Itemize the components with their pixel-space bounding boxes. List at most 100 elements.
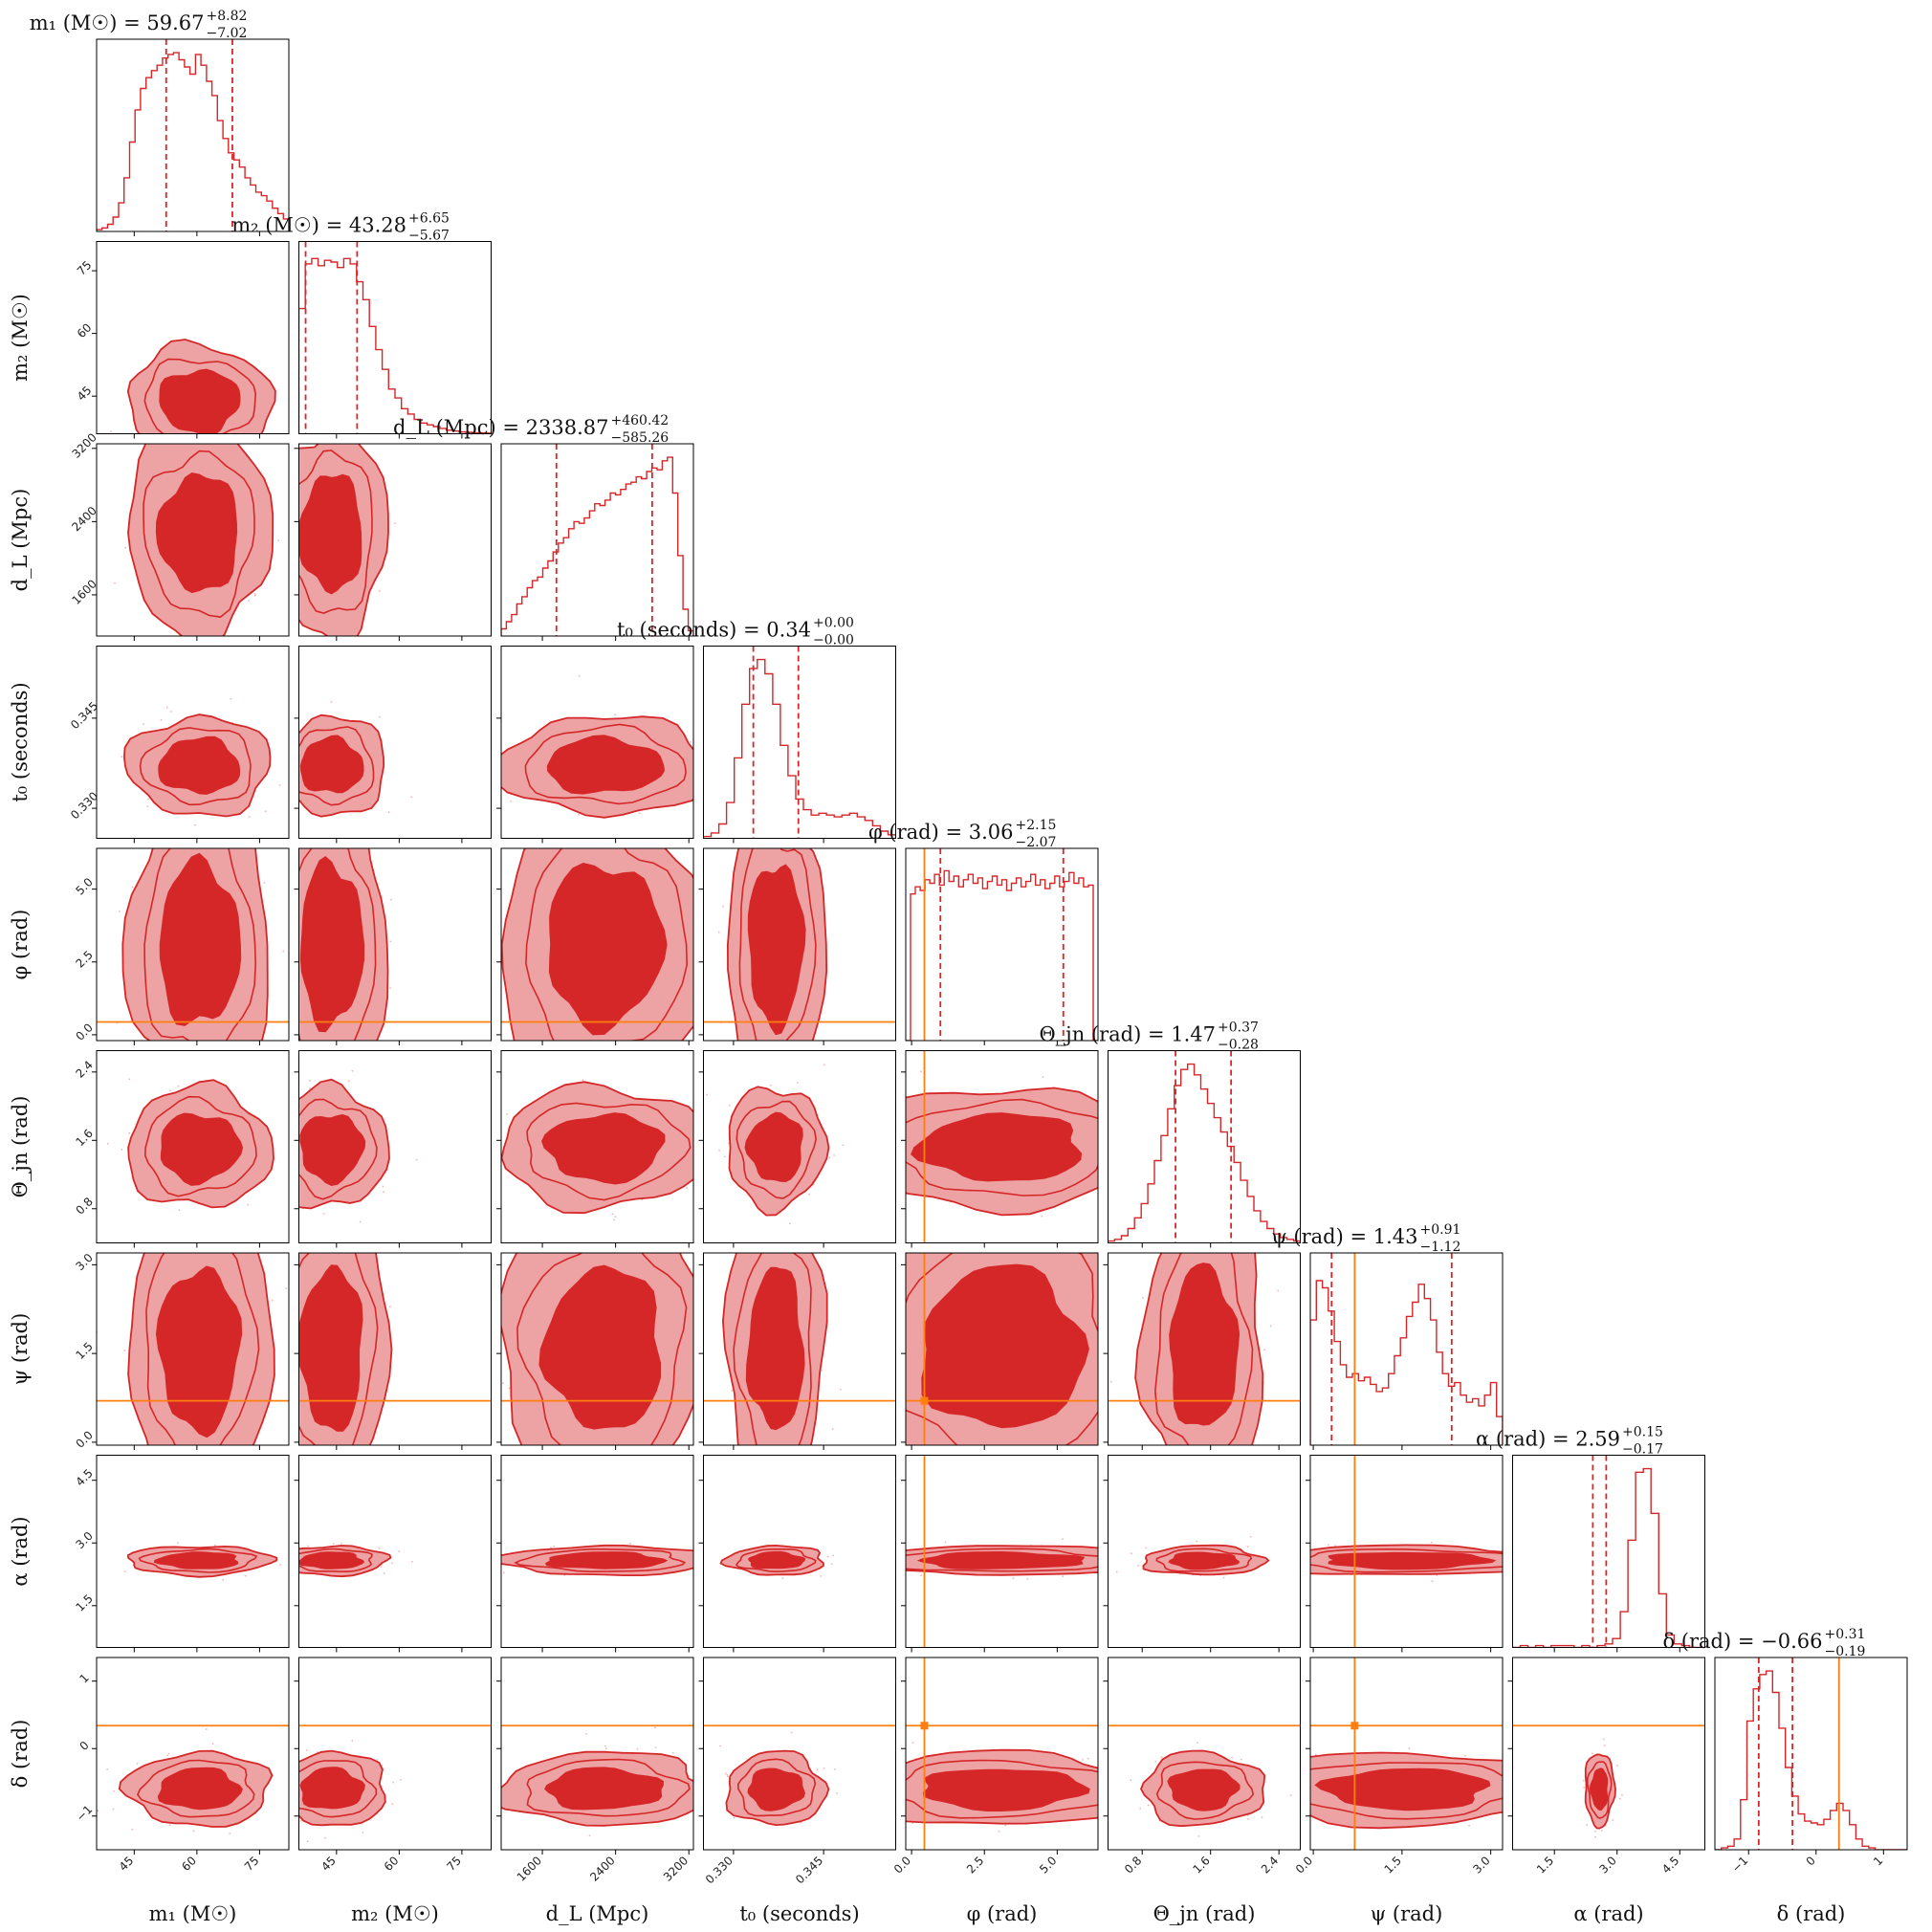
- sample-point: [367, 648, 369, 649]
- contour-inner: [747, 1550, 806, 1570]
- panel-psi-vs-t0: [698, 1232, 896, 1484]
- sample-point: [1616, 1765, 1618, 1767]
- contour-inner: [155, 472, 238, 594]
- sample-point: [764, 1081, 766, 1083]
- x-tick-label: 0.330: [703, 1854, 735, 1886]
- sample-point: [731, 1390, 734, 1392]
- sample-point: [549, 1547, 552, 1548]
- sample-point: [110, 430, 113, 433]
- sample-point: [1328, 1544, 1329, 1546]
- sample-point: [165, 706, 168, 709]
- sample-point: [765, 1248, 767, 1250]
- sample-point: [857, 1278, 859, 1280]
- sample-point: [347, 1080, 350, 1083]
- sample-point: [712, 1555, 714, 1557]
- contour-inner: [541, 1112, 666, 1185]
- sample-point: [390, 898, 392, 901]
- contour-inner: [158, 735, 241, 795]
- sample-point: [278, 784, 281, 786]
- hist-m1: m₁ (M☉) = 59.67 +8.82 −7.02: [30, 9, 290, 236]
- sample-point: [900, 1795, 902, 1797]
- y-tick-label: 4.5: [73, 1466, 95, 1488]
- sample-point: [143, 723, 145, 726]
- x-tick-label: 75: [444, 1854, 464, 1874]
- sample-point: [796, 1470, 798, 1472]
- sample-point: [839, 1389, 842, 1391]
- sample-point: [331, 1055, 333, 1057]
- sample-point: [782, 1451, 784, 1453]
- sample-point: [355, 651, 357, 653]
- sample-point: [771, 832, 773, 834]
- sample-point: [222, 1578, 225, 1581]
- y-tick-label: 0: [77, 1739, 92, 1753]
- panel-delta-vs-theta_jn: 0.8 1.6 2.4: [1103, 1657, 1301, 1877]
- sample-point: [733, 1752, 735, 1754]
- sample-point: [1193, 1245, 1195, 1247]
- sample-point: [1010, 1232, 1012, 1234]
- sample-point: [1600, 1829, 1603, 1832]
- sample-point: [1594, 1835, 1596, 1838]
- sample-point: [265, 1747, 267, 1749]
- sample-point: [391, 1803, 394, 1806]
- contour-middle: [735, 1548, 817, 1573]
- sample-point: [392, 1781, 394, 1784]
- panel-theta_jn-vs-m2: [294, 1050, 492, 1248]
- sample-point: [347, 1249, 349, 1251]
- sample-point: [1130, 1779, 1132, 1782]
- sample-point: [1045, 1457, 1047, 1459]
- x-axis-label: t₀ (seconds): [739, 1902, 859, 1925]
- histogram-steps: [1108, 1063, 1301, 1243]
- sample-point: [165, 1460, 166, 1461]
- contour-middle: [516, 1253, 688, 1445]
- x-axis-label: δ (rad): [1777, 1902, 1846, 1925]
- sample-point: [525, 1245, 527, 1247]
- sample-point: [488, 1291, 490, 1293]
- sample-point: [202, 1055, 204, 1057]
- sample-point: [286, 534, 288, 536]
- contour-inner: [544, 1551, 669, 1570]
- sample-point: [774, 1464, 776, 1466]
- sample-point: [1104, 1099, 1106, 1101]
- sample-point: [295, 542, 296, 544]
- sample-point: [1042, 1076, 1044, 1078]
- sample-point: [553, 1545, 556, 1548]
- sample-point: [467, 1566, 469, 1568]
- sample-point: [248, 816, 251, 818]
- sample-point: [181, 1200, 183, 1202]
- sample-point: [281, 1373, 283, 1375]
- sample-point: [820, 1575, 822, 1577]
- sample-point: [378, 715, 381, 718]
- sample-point: [166, 1754, 169, 1757]
- sample-point: [177, 1542, 179, 1545]
- sample-point: [811, 1482, 813, 1484]
- sample-point: [1586, 1824, 1589, 1827]
- sample-point: [347, 648, 349, 649]
- sample-point: [1137, 1799, 1139, 1801]
- panel-phi-vs-t0: [698, 832, 896, 1083]
- sample-point: [170, 711, 172, 713]
- sample-point: [1510, 1556, 1512, 1558]
- sample-point: [377, 1247, 379, 1249]
- y-tick-label: 2.5: [73, 948, 95, 970]
- sample-point: [722, 905, 724, 908]
- hist-title: t₀ (seconds) = 0.34: [617, 619, 811, 642]
- sample-point: [1211, 1451, 1213, 1453]
- panel-m2-vs-m1: 45 60 75: [75, 241, 290, 439]
- panel-phi-vs-m1: 0.0 2.5 5.0: [73, 847, 290, 1057]
- y-tick-label: 60: [75, 320, 95, 340]
- sample-point: [113, 1790, 115, 1792]
- sample-point: [1138, 1149, 1140, 1151]
- sample-point: [1062, 1538, 1064, 1540]
- hist-title: α (rad) = 2.59: [1476, 1428, 1620, 1451]
- sample-point: [823, 1767, 825, 1769]
- sample-point: [194, 823, 196, 826]
- panel-frame: [500, 1252, 694, 1446]
- contour-middle: [514, 1548, 687, 1573]
- title-upper-error: +460.42: [611, 413, 670, 428]
- sample-point: [747, 1232, 749, 1234]
- panel-delta-vs-dL: 1600 2400 3200: [496, 1657, 735, 1884]
- sample-point: [882, 1153, 884, 1154]
- sample-point: [629, 1542, 631, 1545]
- sample-point: [387, 811, 390, 814]
- sample-point: [1583, 1787, 1585, 1789]
